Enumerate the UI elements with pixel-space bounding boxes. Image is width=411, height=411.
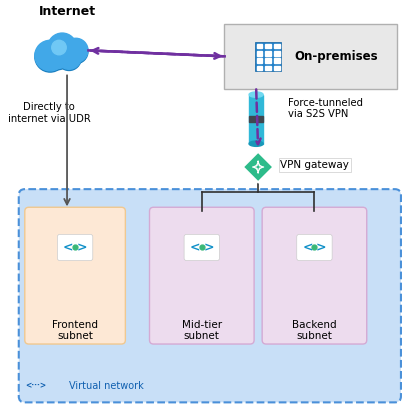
Bar [274,66,280,70]
Bar [274,44,280,48]
Circle shape [48,34,77,63]
Bar [274,58,280,63]
FancyBboxPatch shape [255,42,282,71]
Circle shape [64,39,88,64]
Bar [274,51,280,55]
Text: >: > [203,241,214,254]
Text: Internet: Internet [39,5,96,18]
FancyBboxPatch shape [262,207,367,344]
Text: Virtual network: Virtual network [69,381,144,391]
Ellipse shape [249,92,263,97]
Circle shape [35,40,65,71]
Circle shape [35,42,65,72]
Text: <: < [189,241,200,254]
Circle shape [48,33,77,62]
Bar [256,44,262,48]
Text: VPN gateway: VPN gateway [280,160,349,170]
Text: <···>: <···> [25,381,46,390]
Text: Force-tunneled
via S2S VPN: Force-tunneled via S2S VPN [288,98,363,120]
Text: Backend
subnet: Backend subnet [292,320,337,342]
Text: On-premises: On-premises [294,50,378,63]
Text: >: > [77,241,87,254]
FancyBboxPatch shape [25,207,125,344]
FancyBboxPatch shape [297,234,332,261]
Circle shape [57,46,81,70]
Bar [266,51,271,55]
Bar [266,44,271,48]
Bar [256,51,262,55]
Circle shape [48,49,69,70]
Bar [249,116,263,122]
Bar [266,66,271,70]
Text: Frontend
subnet: Frontend subnet [52,320,98,342]
Text: Directly to
internet via UDR: Directly to internet via UDR [7,102,90,124]
Circle shape [57,45,81,69]
FancyBboxPatch shape [19,189,401,402]
Text: <: < [302,241,313,254]
FancyBboxPatch shape [184,234,219,261]
FancyBboxPatch shape [150,207,254,344]
Ellipse shape [249,141,263,146]
Bar [256,66,262,70]
Bar [256,58,262,63]
Bar [249,95,263,144]
Circle shape [52,40,66,55]
Text: Mid-tier
subnet: Mid-tier subnet [182,320,222,342]
FancyBboxPatch shape [58,234,93,261]
Bar [266,58,271,63]
Polygon shape [243,152,273,182]
Text: <: < [63,241,74,254]
Circle shape [64,38,88,62]
Text: >: > [316,241,327,254]
Circle shape [48,48,69,69]
FancyBboxPatch shape [224,24,397,89]
